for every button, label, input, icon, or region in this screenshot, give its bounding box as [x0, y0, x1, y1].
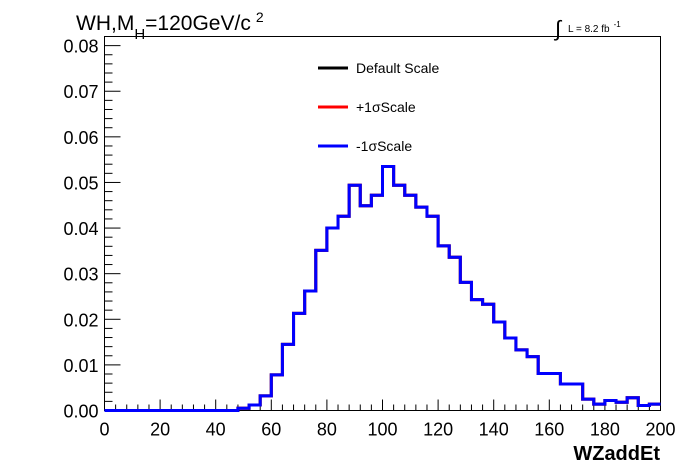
- x-tick-label: 20: [150, 420, 170, 440]
- x-tick-label: 0: [99, 420, 109, 440]
- luminosity-integral-symbol: ∫: [553, 16, 563, 41]
- y-tick-label: 0.01: [63, 356, 98, 376]
- x-tick-label: 60: [261, 420, 281, 440]
- x-tick-label: 140: [479, 420, 509, 440]
- series-line-0: [104, 164, 661, 412]
- y-tick-label: 0.03: [63, 265, 98, 285]
- y-tick-label: 0.07: [63, 82, 98, 102]
- x-tick-label: 120: [423, 420, 453, 440]
- x-tick-label: 200: [645, 420, 675, 440]
- chart-title-superscript: 2: [256, 9, 264, 25]
- legend: Default Scale +1σScale -1σScale: [318, 60, 439, 154]
- y-tick-label: 0.05: [63, 173, 98, 193]
- chart-title-subscript: H: [134, 26, 145, 43]
- axes: 0 20 40 60 80 100 120 140 160 180 200 0.00 0.01 0.02 0…: [63, 36, 676, 440]
- y-tick-label: 0.02: [63, 310, 98, 330]
- luminosity-superscript: -1: [614, 20, 622, 29]
- y-tick-label: 0.06: [63, 128, 98, 148]
- x-axis-label: WZaddEt: [573, 443, 660, 465]
- plot-frame: [104, 36, 661, 411]
- x-tick-label: 180: [590, 420, 620, 440]
- x-tick-label: 40: [206, 420, 226, 440]
- x-tick-label: 80: [317, 420, 337, 440]
- y-tick-label: 0.04: [63, 219, 98, 239]
- legend-label: Default Scale: [356, 60, 439, 76]
- luminosity-text: L = 8.2 fb: [568, 24, 610, 35]
- series-line-2: [104, 164, 661, 412]
- legend-label: -1σScale: [356, 138, 412, 154]
- luminosity-label: L = 8.2 fb -1: [568, 20, 621, 35]
- chart-title-value: =120GeV/c: [145, 12, 251, 35]
- x-tick-label: 160: [534, 420, 564, 440]
- y-tick-label: 0.08: [63, 37, 98, 57]
- x-tick-label: 100: [367, 420, 397, 440]
- series-lines: [104, 164, 661, 412]
- y-tick-label: 0.00: [63, 402, 98, 422]
- series-line-1: [104, 164, 661, 412]
- chart-title-prefix: WH,M: [76, 12, 134, 35]
- chart-title: WH,MH=120GeV/c 2: [76, 9, 264, 43]
- legend-label: +1σScale: [356, 99, 416, 115]
